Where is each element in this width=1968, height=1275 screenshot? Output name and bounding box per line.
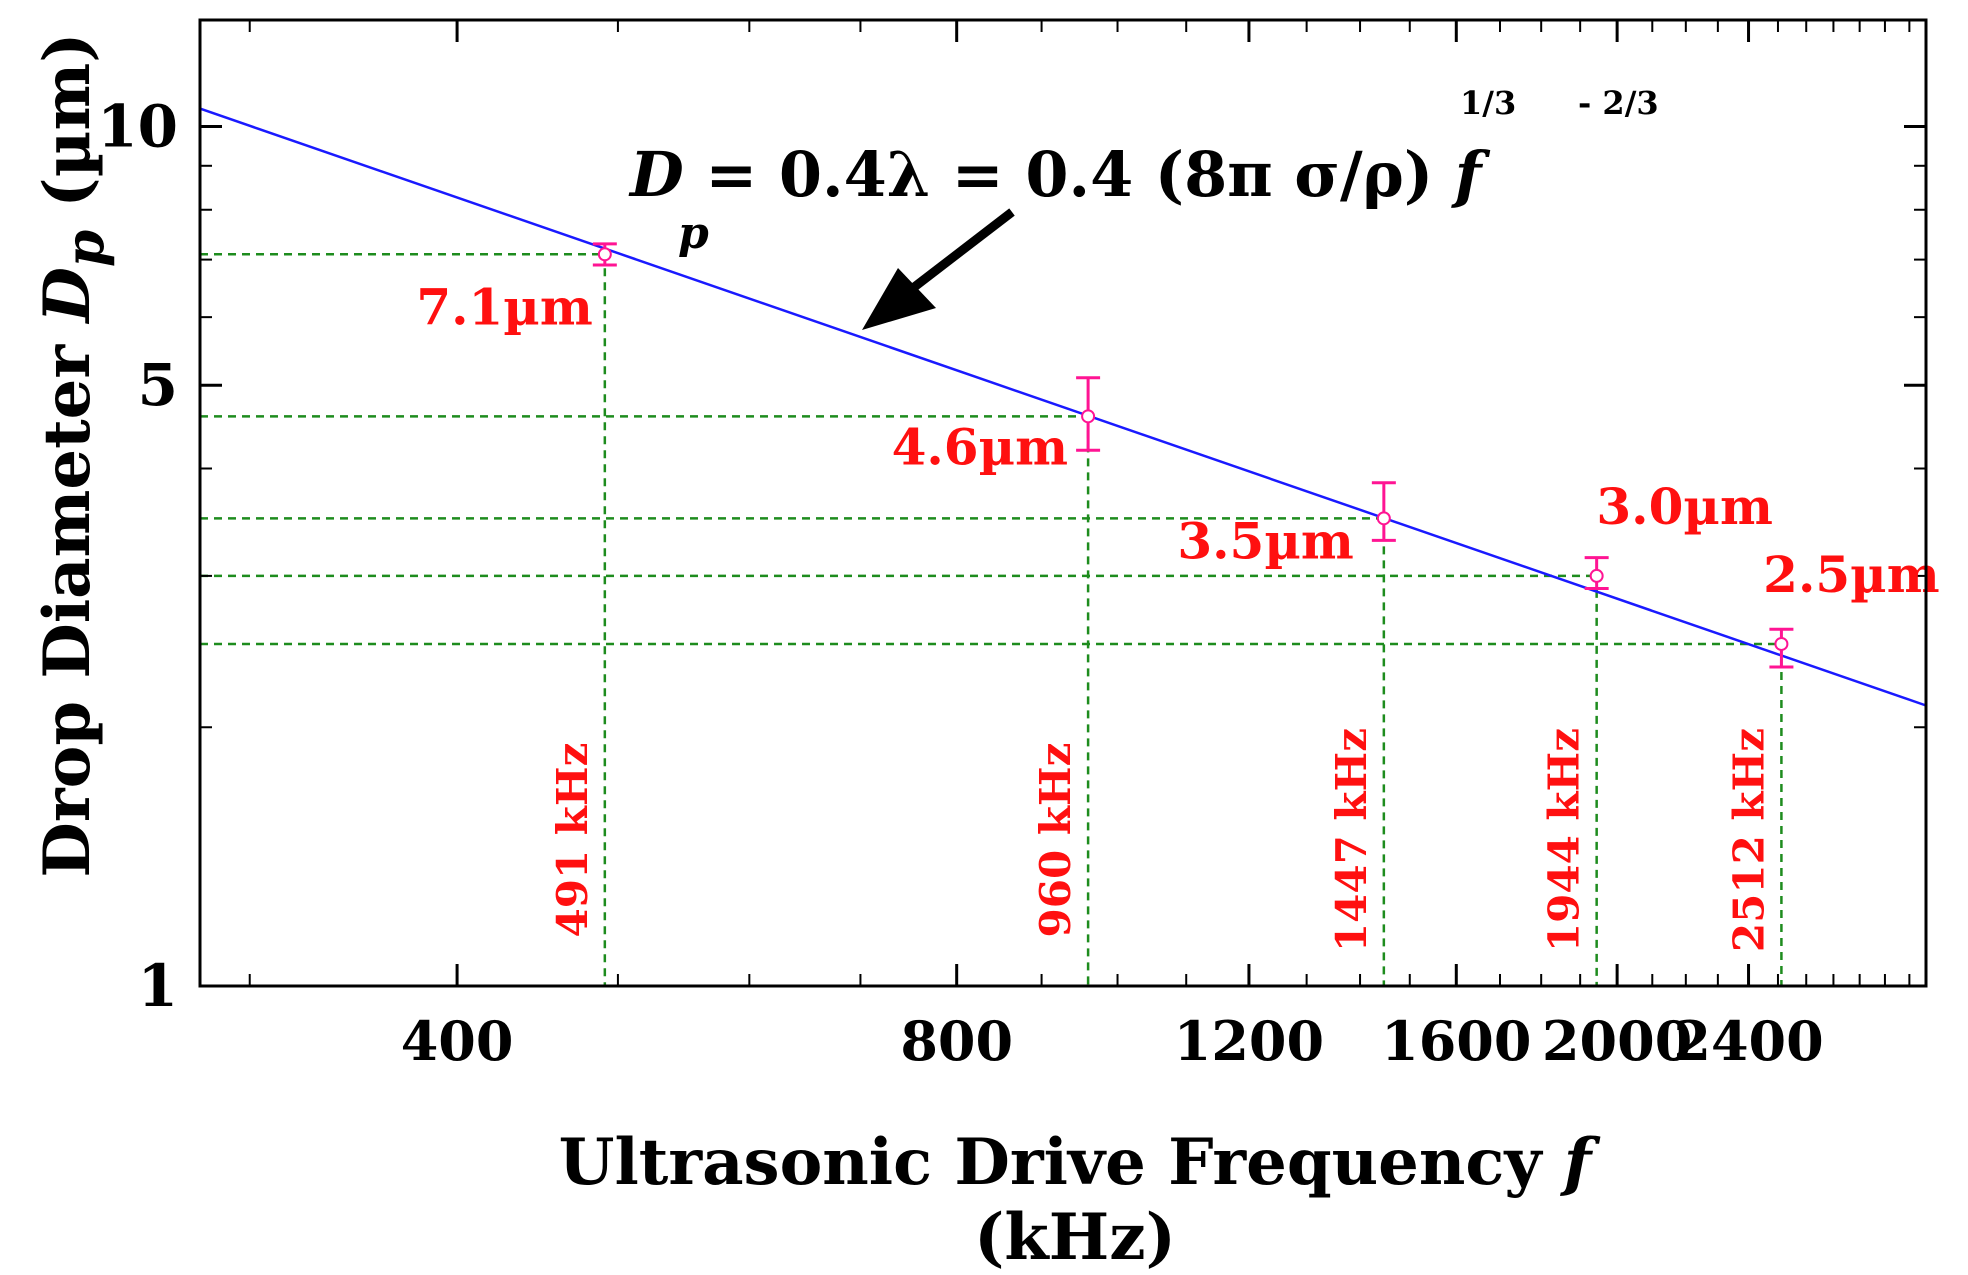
value-label: 7.1µm <box>416 277 593 336</box>
frequency-label: 1944 kHz <box>1540 728 1589 952</box>
data-point <box>1376 511 1391 526</box>
value-label: 3.5µm <box>1177 511 1354 570</box>
x-tick-label: 2000 <box>1542 1009 1692 1073</box>
frequency-label: 1447 kHz <box>1327 728 1376 952</box>
formula-text: D = 0.4λ = 0.4 (8π σ/ρ) f <box>630 138 1482 211</box>
x-tick-label: 1600 <box>1381 1009 1531 1073</box>
fit-line <box>199 107 1927 707</box>
value-label: 2.5µm <box>1763 545 1940 604</box>
data-points <box>592 242 1794 669</box>
x-tick-label: 1200 <box>1174 1009 1324 1073</box>
formula-subscript: p <box>678 208 709 259</box>
value-label: 4.6µm <box>892 417 1069 476</box>
y-tick-label: 1 <box>138 952 178 1020</box>
data-point <box>1589 568 1604 583</box>
data-point <box>1774 636 1789 651</box>
data-point <box>1081 409 1096 424</box>
formula-exponent-1: 1/3 <box>1460 84 1517 122</box>
y-tick-label: 5 <box>138 351 178 419</box>
guide-lines <box>200 253 1783 986</box>
frequency-label: 960 kHz <box>1031 743 1080 938</box>
data-point <box>597 247 612 262</box>
y-axis-label: Drop Diameter Dp (µm) <box>30 32 116 878</box>
plot-frame <box>198 18 1928 988</box>
x-tick-label: 2400 <box>1673 1009 1823 1073</box>
x-tick-label: 800 <box>900 1009 1013 1073</box>
x-tick-label: 400 <box>401 1009 514 1073</box>
formula-exponent-2: - 2/3 <box>1578 84 1659 122</box>
frequency-label: 491 kHz <box>548 743 597 938</box>
frequency-label: 2512 kHz <box>1724 728 1773 952</box>
annotation-arrow <box>862 208 1015 330</box>
x-axis-label: Ultrasonic Drive Frequency f (kHz) <box>558 1125 1592 1275</box>
data-labels: 7.1µm 491 kHz 4.6µm 960 kHz 3.5µm 1447 kHz 3.0… <box>416 277 1939 952</box>
value-label: 3.0µm <box>1596 477 1773 536</box>
y-tick-label: 10 <box>97 92 178 160</box>
fit-line-group <box>199 107 1927 707</box>
